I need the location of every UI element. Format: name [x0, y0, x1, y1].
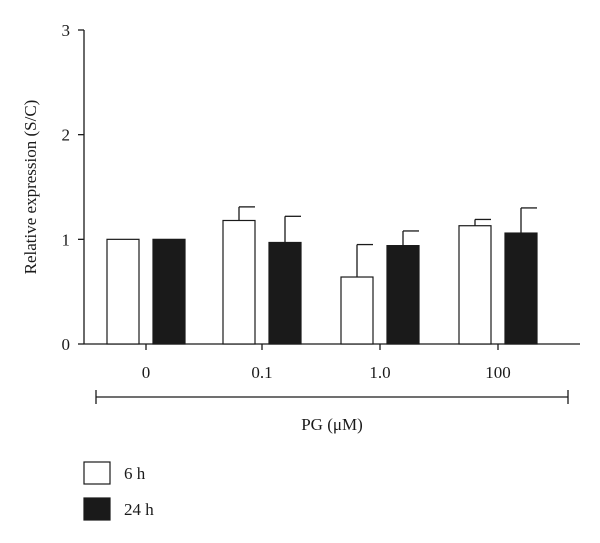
bar-6h-100: [458, 225, 492, 345]
bar-24h-100: [504, 232, 538, 345]
x-axis: [84, 343, 580, 350]
error-bars-group: [238, 206, 537, 278]
bar-6h-0.1: [222, 219, 256, 345]
legend-swatch-6h: [83, 461, 111, 485]
y-tick-label: 1: [62, 230, 71, 249]
legend-label-6h: 6 h: [124, 464, 146, 483]
x-group-bracket: [95, 390, 569, 404]
y-axis-title: Relative expression (S/C): [21, 100, 40, 275]
bar-24h-0: [152, 238, 186, 345]
x-tick-label: 1.0: [369, 363, 390, 382]
x-tick-label: 0: [142, 363, 151, 382]
legend-label-24h: 24 h: [124, 500, 154, 519]
y-tick-label: 2: [62, 126, 71, 145]
y-tick-label: 0: [62, 335, 71, 354]
legend-swatch-24h: [83, 497, 111, 521]
bar-6h-0: [106, 238, 140, 345]
y-axis: 0 1 2 3: [62, 21, 85, 354]
legend: 6 h 24 h: [83, 461, 154, 521]
x-tick-labels: 0 0.1 1.0 100: [142, 363, 511, 382]
bar-6h-1.0: [340, 276, 374, 345]
y-tick-label: 3: [62, 21, 71, 40]
bar-24h-0.1: [268, 241, 302, 345]
bar-24h-1.0: [386, 245, 420, 345]
x-tick-label: 100: [485, 363, 511, 382]
bars-group: [106, 219, 538, 345]
x-axis-title: PG (μM): [301, 415, 363, 434]
x-tick-label: 0.1: [251, 363, 272, 382]
